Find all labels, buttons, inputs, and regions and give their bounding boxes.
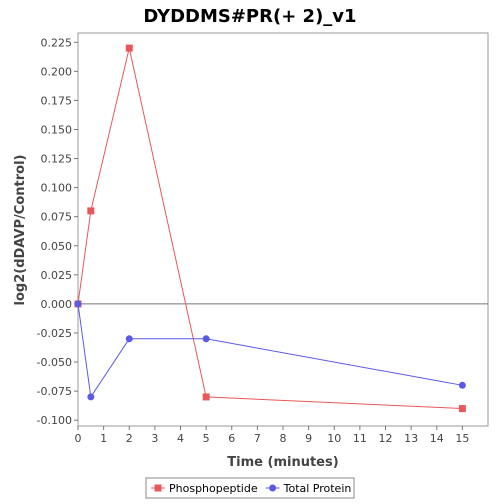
total-protein-point <box>74 300 82 308</box>
total-protein-point <box>458 381 466 389</box>
x-axis: 0 1 2 3 4 5 6 7 8 9 10 11 12 13 14 15 <box>75 426 469 445</box>
y-tick-label: 0.025 <box>41 269 73 282</box>
x-tick-label: 12 <box>379 432 393 445</box>
x-tick-label: 14 <box>430 432 444 445</box>
x-tick-label: 7 <box>254 432 261 445</box>
y-tick-label: 0.125 <box>41 153 73 166</box>
y-tick-label: -0.100 <box>37 414 72 427</box>
y-tick-label: 0.225 <box>41 36 73 49</box>
y-tick-label: 0.100 <box>41 182 73 195</box>
legend-marker-phosphopeptide <box>154 484 162 492</box>
plot-area <box>77 32 489 427</box>
total-protein-point <box>125 335 133 343</box>
y-tick-label: 0.175 <box>41 94 73 107</box>
y-tick-label: 0.150 <box>41 124 73 137</box>
x-tick-label: 15 <box>455 432 469 445</box>
chart-title: DYDDMS#PR(+ 2)_v1 <box>143 6 356 27</box>
legend-label-total-protein: Total Protein <box>283 482 352 495</box>
x-axis-title: Time (minutes) <box>227 455 338 470</box>
x-tick-label: 13 <box>404 432 418 445</box>
total-protein-point <box>87 393 95 401</box>
y-tick-label: -0.025 <box>37 327 72 340</box>
phosphopeptide-point <box>125 44 133 52</box>
x-tick-label: 0 <box>75 432 82 445</box>
x-tick-label: 1 <box>100 432 107 445</box>
x-tick-label: 5 <box>203 432 210 445</box>
legend: Phosphopeptide Total Protein <box>145 477 355 499</box>
phosphopeptide-point <box>458 405 466 413</box>
legend-box <box>145 477 355 499</box>
x-tick-label: 9 <box>305 432 312 445</box>
y-tick-label: 0.000 <box>41 298 73 311</box>
legend-label-phosphopeptide: Phosphopeptide <box>169 482 258 495</box>
x-tick-label: 10 <box>327 432 341 445</box>
y-axis: -0.100 -0.075 -0.050 -0.025 0.000 0.025 0.050 0… <box>37 36 78 427</box>
legend-items: Phosphopeptide Total Protein <box>151 482 351 495</box>
x-tick-label: 4 <box>177 432 184 445</box>
series-layer <box>74 44 466 413</box>
y-axis-title: log2(dDAVP/Control) <box>13 155 28 306</box>
x-tick-label: 3 <box>151 432 158 445</box>
y-tick-label: -0.075 <box>37 385 72 398</box>
total-protein-point <box>202 335 210 343</box>
y-tick-label: -0.050 <box>37 356 72 369</box>
x-tick-label: 2 <box>126 432 133 445</box>
legend-marker-total-protein <box>269 484 277 492</box>
x-tick-label: 8 <box>280 432 287 445</box>
y-tick-label: 0.200 <box>41 65 73 78</box>
x-tick-label: 6 <box>228 432 235 445</box>
y-tick-label: 0.050 <box>41 240 73 253</box>
phosphopeptide-point <box>87 207 95 215</box>
x-tick-label: 11 <box>353 432 367 445</box>
phosphopeptide-point <box>202 393 210 401</box>
y-tick-label: 0.075 <box>41 211 73 224</box>
